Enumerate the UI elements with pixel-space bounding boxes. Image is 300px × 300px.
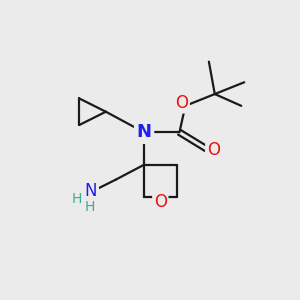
Text: O: O: [175, 94, 188, 112]
Text: H: H: [71, 193, 82, 206]
Text: H: H: [85, 200, 95, 214]
Text: O: O: [154, 193, 167, 211]
Text: N: N: [85, 182, 98, 200]
Text: N: N: [136, 123, 152, 141]
Text: O: O: [207, 141, 220, 159]
